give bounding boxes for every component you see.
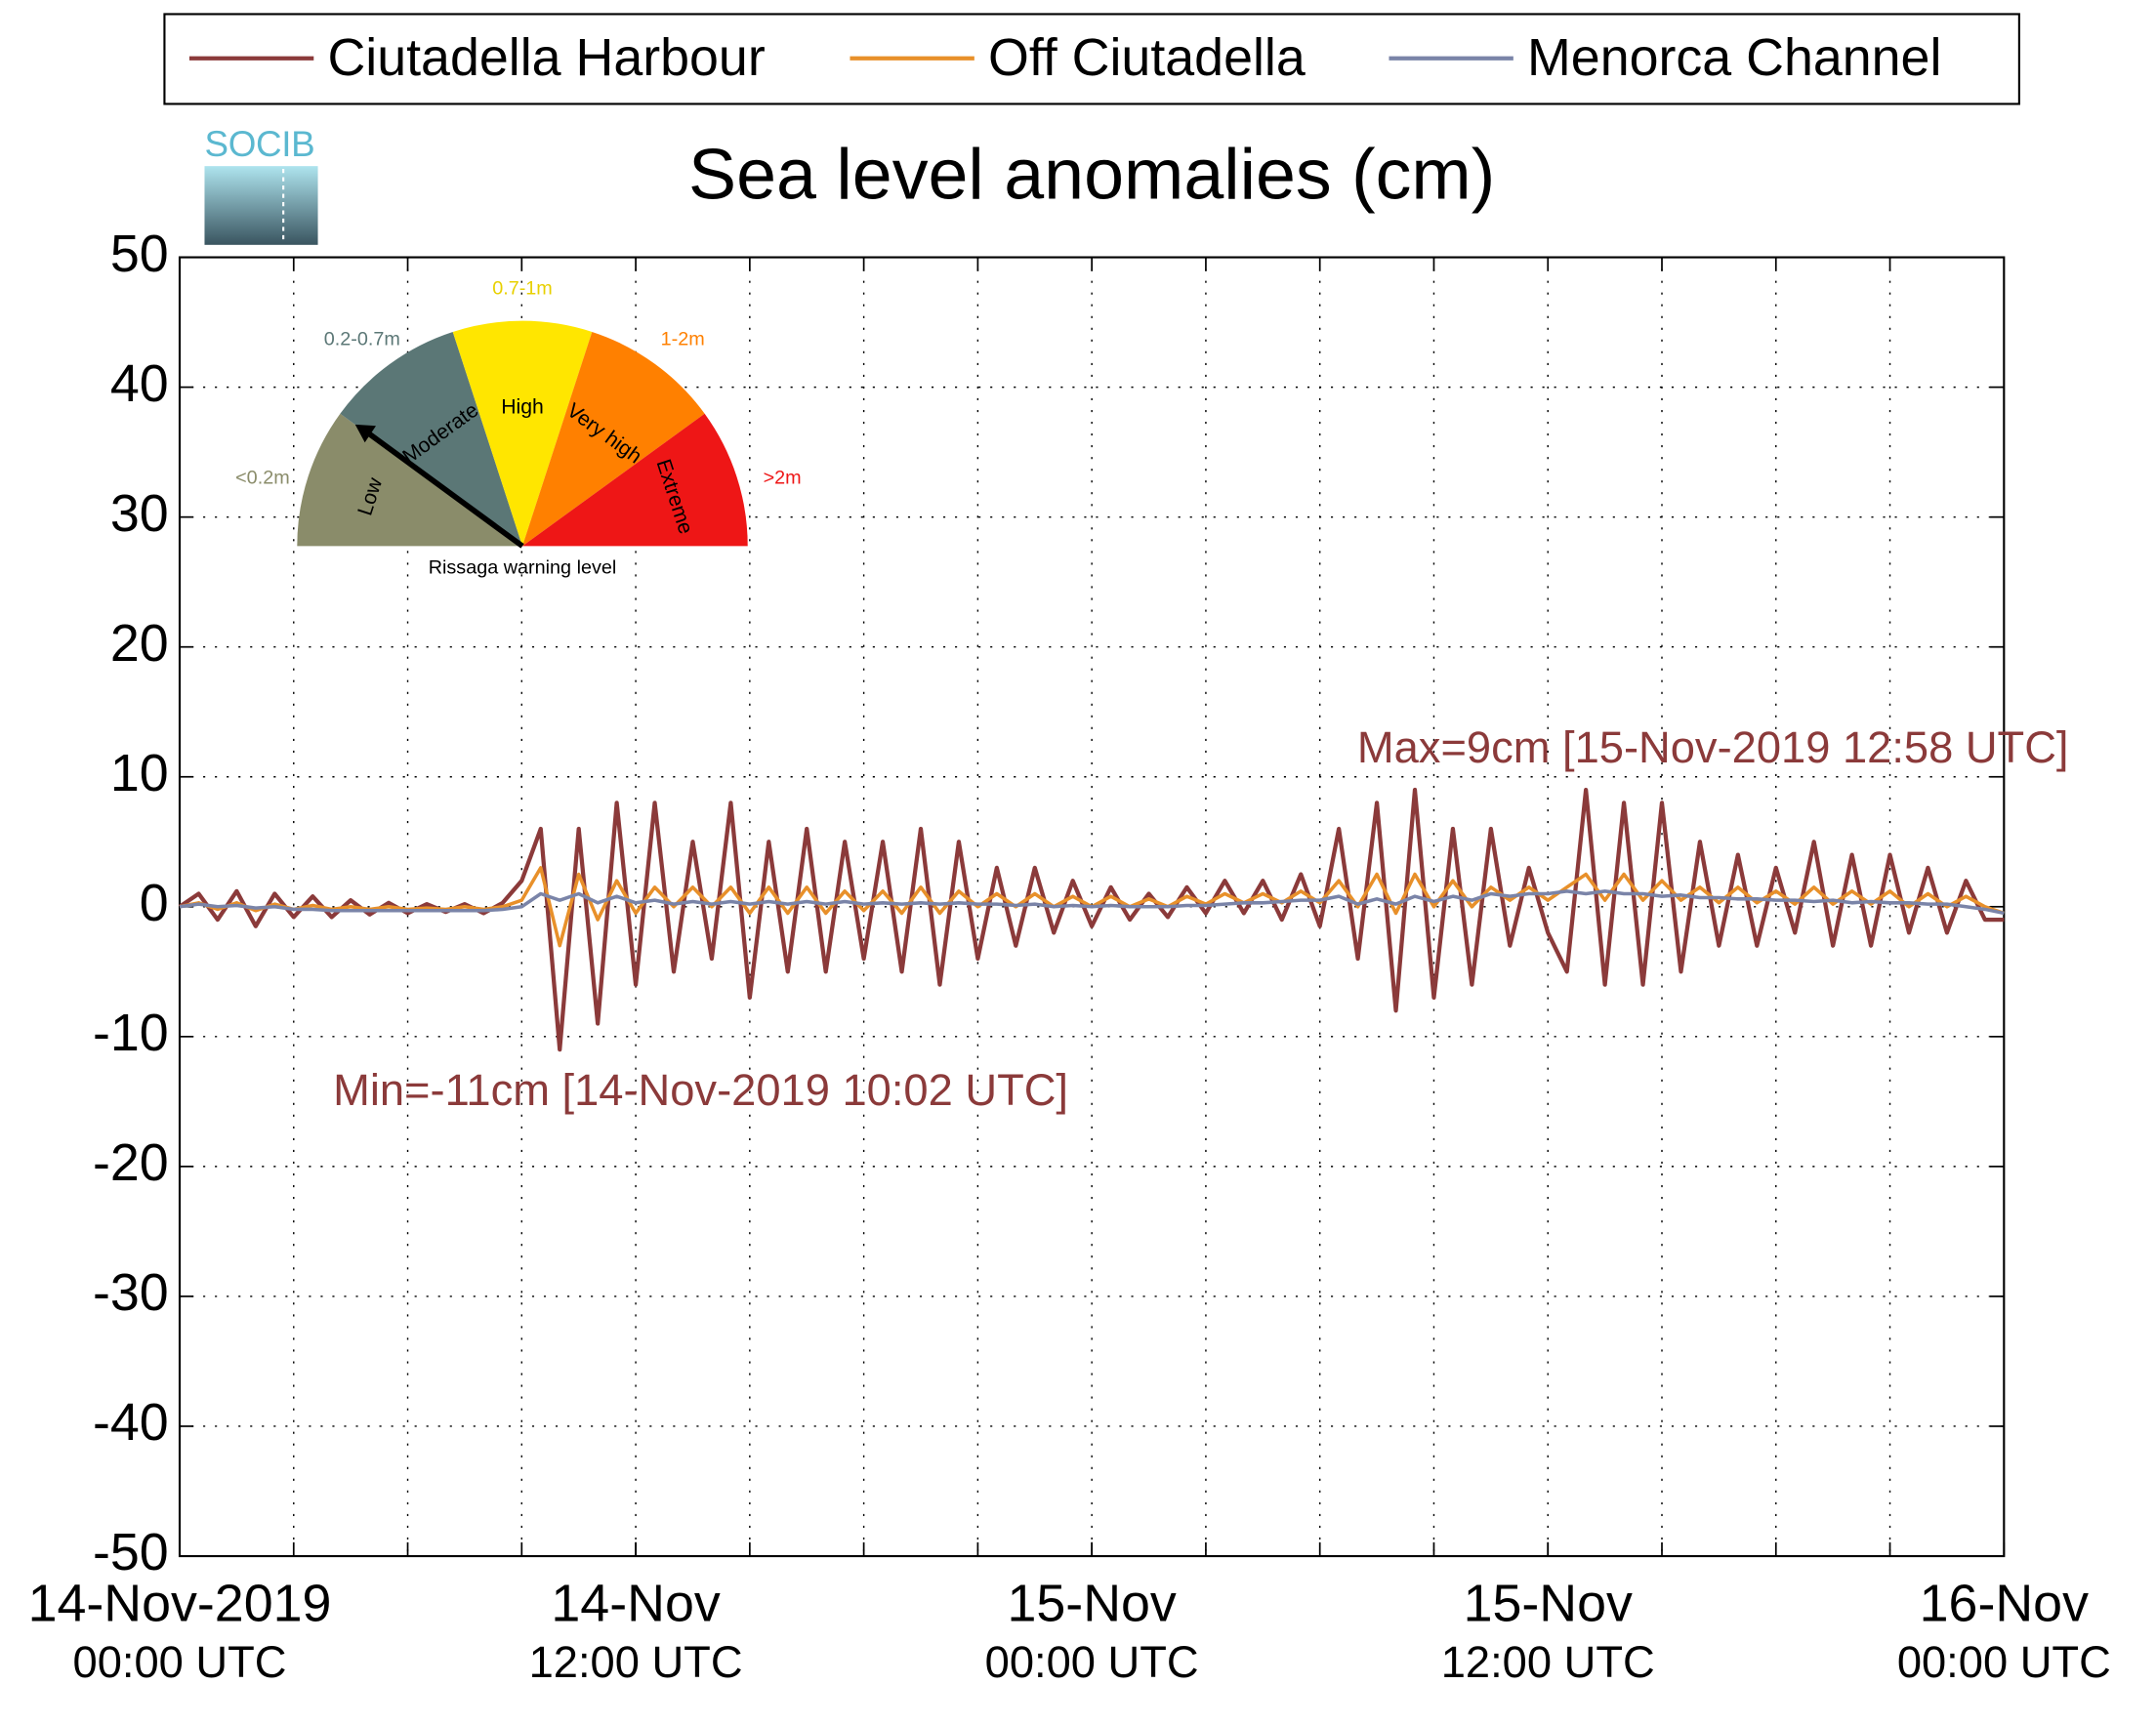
y-tick-label: 20 [110, 614, 169, 673]
gauge-range-label: <0.2m [235, 467, 290, 488]
gauge-sector [297, 413, 523, 547]
gauge-range-label: 1-2m [661, 329, 705, 350]
gauge-sector [522, 331, 705, 547]
series-line [179, 889, 2005, 916]
gauge-needle [360, 426, 524, 549]
y-tick-label: 10 [110, 744, 169, 802]
annotation: Min=-11cm [14-Nov-2019 10:02 UTC] [333, 1065, 1068, 1115]
gauge-needle-head [354, 424, 376, 443]
gauge-sector [340, 331, 523, 547]
x-tick-label: 15-Nov 00:00 UTC [985, 1575, 1199, 1687]
y-tick-label: 30 [110, 484, 169, 543]
legend-label: Ciutadella Harbour [327, 28, 765, 87]
gauge-range-label: 0.2-0.7m [324, 329, 400, 350]
x-tick-label: 16-Nov 00:00 UTC [1897, 1575, 2111, 1687]
y-tick-label: -50 [93, 1523, 169, 1581]
y-tick-label: -40 [93, 1393, 169, 1452]
legend-box [163, 13, 2020, 105]
legend-label: Menorca Channel [1527, 28, 1941, 87]
logo-text: SOCIB [204, 124, 314, 164]
logo-image [204, 166, 318, 245]
gauge-title: Rissaga warning level [429, 556, 617, 578]
gauge-sector [522, 413, 748, 547]
y-tick-label: 50 [110, 225, 169, 283]
legend-label: Off Ciutadella [988, 28, 1306, 87]
series-line [178, 787, 2005, 1052]
x-tick-label: 14-Nov-2019 00:00 UTC [28, 1575, 332, 1687]
y-tick-label: 40 [110, 354, 169, 413]
gauge-level-label: High [501, 395, 544, 418]
y-tick-label: -30 [93, 1263, 169, 1322]
gauge-range-label: 0.7-1m [492, 277, 553, 299]
chart-title: Sea level anomalies (cm) [688, 134, 1495, 215]
gauge-sector [452, 320, 593, 547]
y-tick-label: -20 [93, 1133, 169, 1192]
annotation: Max=9cm [15-Nov-2019 12:58 UTC] [1357, 722, 2069, 772]
gauge-range-label: >2m [764, 467, 802, 488]
y-tick-label: -10 [93, 1004, 169, 1062]
x-tick-label: 15-Nov 12:00 UTC [1441, 1575, 1655, 1687]
x-tick-label: 14-Nov 12:00 UTC [529, 1575, 743, 1687]
y-tick-label: 0 [140, 874, 169, 932]
